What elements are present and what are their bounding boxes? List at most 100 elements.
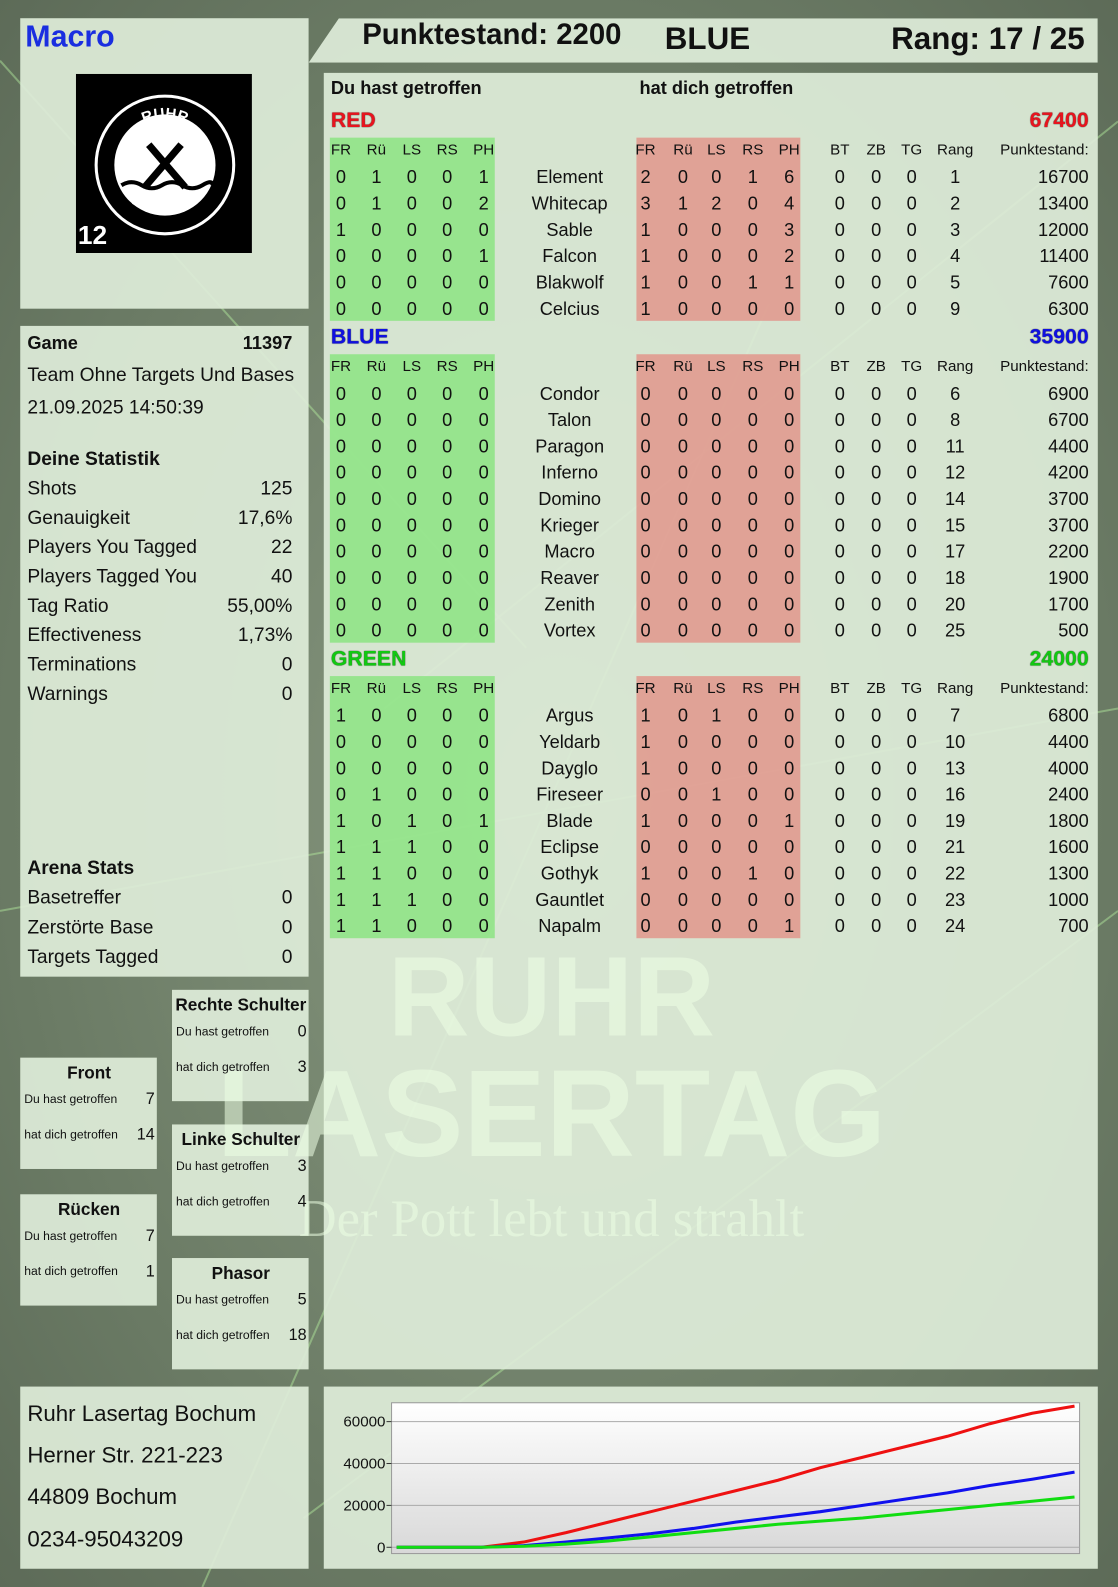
hit-count: 0 [371,245,382,267]
plot-area [391,1402,1081,1555]
game-id: 11397 [242,332,293,354]
hit-count: 0 [677,705,689,726]
zone-panel [172,989,309,1102]
stat-label: Zerstörte Base [27,916,154,939]
player-score: 1300 [1048,863,1089,884]
hit-count: 0 [711,409,722,431]
zone-value: 7 [145,1091,155,1109]
player-name: Gothyk [540,863,599,884]
player-score: 6800 [1048,705,1089,726]
hit-count: 0 [711,731,722,752]
hit-count: 0 [677,889,689,910]
player-name: Fireseer [536,784,604,805]
hit-count: 0 [406,436,417,457]
player-score: 1700 [1048,594,1089,615]
hit-count: 0 [677,219,689,240]
hit-count: 1 [640,758,651,779]
stat-cell: 8 [950,409,961,431]
column-header: Punktestand: [1000,679,1089,697]
hit-count: 0 [442,620,453,641]
hit-count: 0 [677,409,689,431]
hit-count: 0 [442,758,453,779]
zone-panel [20,1194,157,1306]
hit-count: 0 [640,567,651,589]
stat-cell: 9 [950,298,961,319]
stat-cell: 2 [950,193,961,214]
hit-count: 0 [711,515,722,536]
column-header: LS [402,357,422,375]
hit-count: 0 [478,298,489,319]
zone-label: Du hast getroffen [24,1228,118,1243]
column-header: TG [901,679,923,697]
hit-count: 1 [371,166,382,188]
hit-count: 1 [371,889,382,910]
hit-count: 0 [442,810,453,831]
hit-count: 1 [371,784,382,805]
player-name: Inferno [541,462,598,483]
column-header: FR [635,141,656,159]
hit-count: 0 [711,889,722,910]
stat-cell: 0 [906,863,917,884]
stat-cell: 0 [834,462,845,483]
hit-count: 0 [371,409,382,431]
column-header: FR [330,679,352,697]
column-header: Rü [673,679,693,697]
hit-count: 0 [478,837,489,858]
player-name: Falcon [542,245,597,267]
hit-count: 0 [406,383,417,404]
section-title: Arena Stats [27,857,135,880]
stat-cell: 0 [871,219,882,240]
stat-cell: 16 [945,784,966,805]
hit-count: 0 [406,731,417,752]
hit-count: 0 [371,620,382,641]
table-heading: Du hast getroffen [330,77,482,99]
player-score: 6300 [1048,298,1089,319]
hit-count: 0 [442,193,453,214]
hit-count: 0 [335,298,347,319]
player-name: Macro [544,541,595,562]
player-score: 4200 [1048,462,1089,483]
hit-count: 0 [442,837,453,858]
hit-count: 0 [442,166,453,188]
hit-count: 0 [442,915,453,937]
hit-count: 1 [335,863,347,884]
player-name: Reaver [540,567,600,589]
player-score: Punktestand: 2200 [362,18,622,52]
column-header: Rang [936,357,974,375]
hit-count: 0 [784,541,795,562]
stat-cell: 0 [906,272,917,293]
hit-count: 0 [478,488,489,510]
column-header: PH [473,357,495,375]
hit-count: 0 [711,915,722,937]
stat-cell: 5 [950,272,961,293]
hit-count: 1 [371,863,382,884]
zone-label: Du hast getroffen [24,1092,118,1107]
address-line: Ruhr Lasertag Bochum [27,1400,257,1427]
stat-cell: 0 [834,705,845,726]
stat-cell: 0 [906,758,917,779]
hit-count: 0 [406,705,417,726]
hit-count: 1 [406,889,417,910]
stat-cell: 21 [945,837,966,858]
hit-count: 0 [371,541,382,562]
column-header: RS [436,141,458,159]
stat-label: Effectiveness [27,624,142,647]
hit-count: 4 [784,193,795,214]
logo-wave [120,180,215,191]
hit-count: 0 [442,219,453,240]
hit-count: 0 [747,488,758,510]
stat-cell: 7 [950,705,961,726]
hit-count: 0 [478,620,489,641]
hit-count: 0 [747,731,758,752]
hit-count: 0 [784,488,795,510]
column-header: BT [830,679,850,697]
team-score: 67400 [1029,108,1089,133]
stat-cell: 0 [834,731,845,752]
hit-count: 1 [747,272,758,293]
hit-count: 0 [640,409,651,431]
hit-count: 0 [406,863,417,884]
hit-count: 0 [677,784,689,805]
hit-count: 0 [677,758,689,779]
